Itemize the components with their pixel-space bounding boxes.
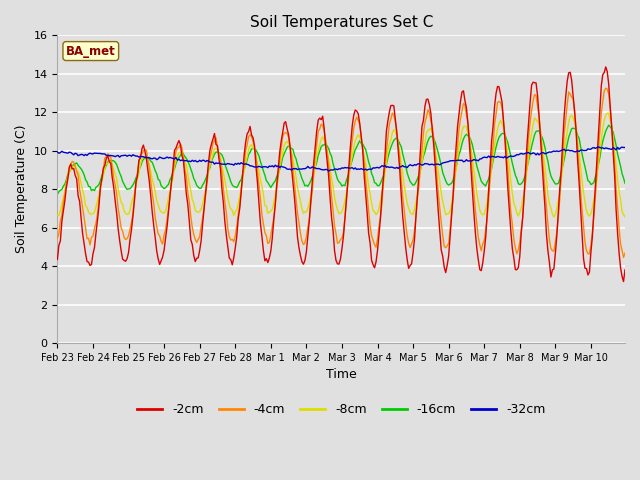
Legend: -2cm, -4cm, -8cm, -16cm, -32cm: -2cm, -4cm, -8cm, -16cm, -32cm bbox=[132, 398, 550, 421]
Text: BA_met: BA_met bbox=[66, 45, 116, 58]
Y-axis label: Soil Temperature (C): Soil Temperature (C) bbox=[15, 125, 28, 253]
X-axis label: Time: Time bbox=[326, 368, 356, 381]
Title: Soil Temperatures Set C: Soil Temperatures Set C bbox=[250, 15, 433, 30]
